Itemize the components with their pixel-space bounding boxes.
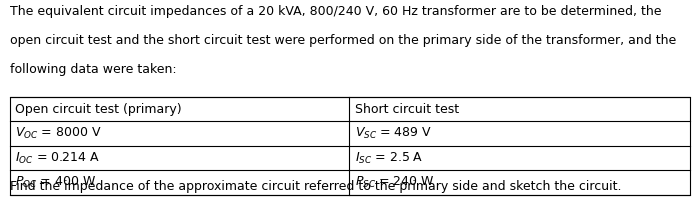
Text: Open circuit test (primary): Open circuit test (primary) (15, 103, 182, 116)
Text: $P_{SC}$ = 240 W: $P_{SC}$ = 240 W (355, 175, 435, 190)
Text: $P_{OC}$ = 400 W: $P_{OC}$ = 400 W (15, 175, 97, 190)
Text: The equivalent circuit impedances of a 20 kVA, 800/240 V, 60 Hz transformer are : The equivalent circuit impedances of a 2… (10, 5, 661, 18)
Text: Short circuit test: Short circuit test (355, 103, 459, 116)
Text: $V_{OC}$ = 8000 V: $V_{OC}$ = 8000 V (15, 126, 102, 141)
Text: open circuit test and the short circuit test were performed on the primary side : open circuit test and the short circuit … (10, 34, 676, 47)
Text: $I_{SC}$ = 2.5 A: $I_{SC}$ = 2.5 A (355, 151, 423, 166)
Text: $V_{SC}$ = 489 V: $V_{SC}$ = 489 V (355, 126, 432, 141)
Text: $I_{OC}$ = 0.214 A: $I_{OC}$ = 0.214 A (15, 151, 100, 166)
Text: following data were taken:: following data were taken: (10, 63, 176, 76)
Bar (10, 97, 690, 195)
Text: Find the impedance of the approximate circuit referred to the primary side and s: Find the impedance of the approximate ci… (10, 180, 622, 193)
